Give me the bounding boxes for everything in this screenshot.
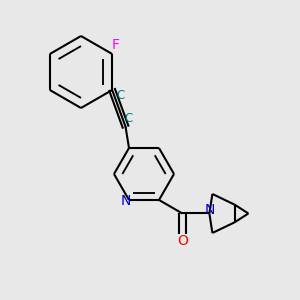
Text: N: N: [121, 194, 131, 208]
Text: C: C: [125, 112, 133, 124]
Text: O: O: [177, 234, 188, 248]
Text: N: N: [204, 203, 214, 218]
Text: C: C: [117, 89, 125, 102]
Text: F: F: [111, 38, 119, 52]
